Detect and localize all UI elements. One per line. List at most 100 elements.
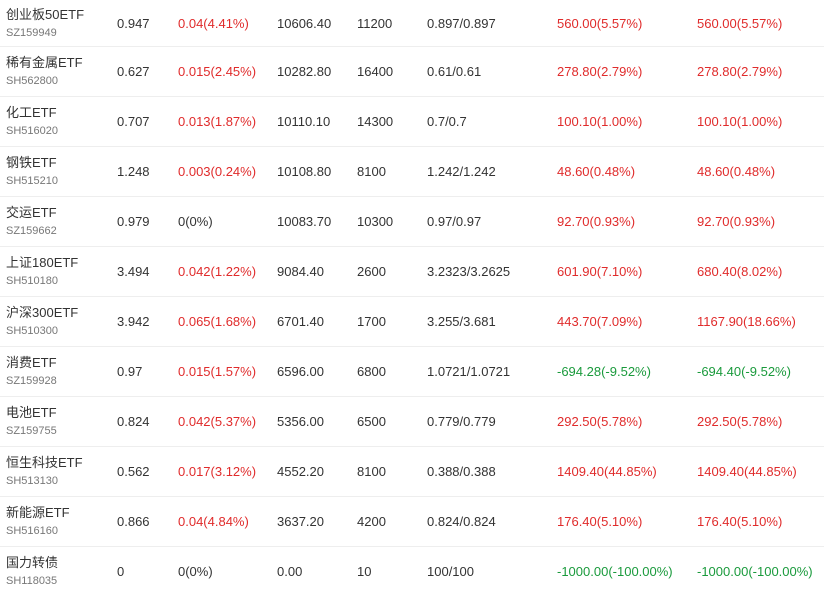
price-cell: 1.248 [117,164,150,179]
total-pnl-cell: 278.80(2.79%) [697,64,783,79]
position-pnl-cell: 601.90(7.10%) [557,264,643,279]
shares-cell: 1700 [357,314,386,329]
table-row[interactable]: 国力转债 SH118035 0 0(0%) 0.00 10 100/100 -1… [0,547,824,595]
fund-name-cell[interactable]: 电池ETF SZ159755 [6,397,57,446]
shares-cell: 16400 [357,64,394,79]
shares-cell: 2600 [357,264,386,279]
position-pnl-cell: -1000.00(-100.00%) [557,563,673,579]
change-cell: 0(0%) [178,214,213,229]
change-cell: 0(0%) [178,563,213,579]
position-pnl-cell: 1409.40(44.85%) [557,464,657,479]
fund-code: SZ159662 [6,225,57,237]
position-pnl-cell: 292.50(5.78%) [557,414,643,429]
fund-name-cell[interactable]: 国力转债 SH118035 [6,547,58,595]
cost-cell: 100/100 [427,563,474,579]
total-pnl-cell: 100.10(1.00%) [697,114,783,129]
position-pnl-cell: 443.70(7.09%) [557,314,643,329]
cost-cell: 0.61/0.61 [427,64,482,79]
total-pnl-cell: 680.40(8.02%) [697,264,783,279]
fund-name-cell[interactable]: 稀有金属ETF SH562800 [6,47,83,96]
cost-cell: 0.97/0.97 [427,214,482,229]
table-row[interactable]: 恒生科技ETF SH513130 0.562 0.017(3.12%) 4552… [0,447,824,497]
fund-code: SH516160 [6,525,58,537]
fund-name[interactable]: 钢铁ETF [6,155,57,170]
fund-name[interactable]: 化工ETF [6,105,57,120]
market-value-cell: 4552.20 [277,464,324,479]
table-row[interactable]: 交运ETF SZ159662 0.979 0(0%) 10083.70 1030… [0,197,824,247]
fund-name[interactable]: 国力转债 [6,554,59,570]
total-pnl-cell: 92.70(0.93%) [697,214,776,229]
fund-code: SZ159949 [6,26,57,39]
change-cell: 0.015(2.45%) [178,64,257,79]
fund-name-cell[interactable]: 新能源ETF SH516160 [6,497,70,546]
cost-cell: 1.242/1.242 [427,164,496,179]
market-value-cell: 3637.20 [277,514,324,529]
fund-name[interactable]: 上证180ETF [6,255,79,270]
table-row[interactable]: 钢铁ETF SH515210 1.248 0.003(0.24%) 10108.… [0,147,824,197]
fund-name-cell[interactable]: 消费ETF SZ159928 [6,347,57,396]
position-pnl-cell: 176.40(5.10%) [557,514,643,529]
fund-name[interactable]: 新能源ETF [6,505,70,520]
fund-code: SH510300 [6,325,58,337]
fund-name[interactable]: 电池ETF [6,405,57,420]
fund-code: SH510180 [6,275,58,287]
change-cell: 0.04(4.84%) [178,514,249,529]
change-cell: 0.015(1.57%) [178,364,257,379]
table-row[interactable]: 稀有金属ETF SH562800 0.627 0.015(2.45%) 1028… [0,47,824,97]
change-cell: 0.04(4.41%) [178,15,249,31]
fund-code: SZ159755 [6,425,57,437]
cost-cell: 3.255/3.681 [427,314,496,329]
fund-name-cell[interactable]: 钢铁ETF SH515210 [6,147,58,196]
fund-name[interactable]: 交运ETF [6,205,57,220]
change-cell: 0.042(5.37%) [178,414,257,429]
fund-name[interactable]: 消费ETF [6,355,57,370]
market-value-cell: 9084.40 [277,264,324,279]
market-value-cell: 0.00 [277,563,303,579]
cost-cell: 3.2323/3.2625 [427,264,511,279]
fund-code: SH516020 [6,125,58,137]
table-row[interactable]: 沪深300ETF SH510300 3.942 0.065(1.68%) 670… [0,297,824,347]
position-pnl-cell: 100.10(1.00%) [557,114,643,129]
fund-name[interactable]: 沪深300ETF [6,305,79,320]
price-cell: 3.494 [117,264,150,279]
table-row[interactable]: 电池ETF SZ159755 0.824 0.042(5.37%) 5356.0… [0,397,824,447]
total-pnl-cell: -1000.00(-100.00%) [697,563,813,579]
fund-code: SH562800 [6,75,58,87]
shares-cell: 10300 [357,214,394,229]
table-row[interactable]: 新能源ETF SH516160 0.866 0.04(4.84%) 3637.2… [0,497,824,547]
table-row[interactable]: 消费ETF SZ159928 0.97 0.015(1.57%) 6596.00… [0,347,824,397]
market-value-cell: 6596.00 [277,364,324,379]
fund-code: SH515210 [6,175,58,187]
change-cell: 0.065(1.68%) [178,314,257,329]
fund-name-cell[interactable]: 创业板50ETF SZ159949 [6,0,84,46]
total-pnl-cell: 1409.40(44.85%) [697,464,797,479]
market-value-cell: 10110.10 [277,114,331,129]
cost-cell: 0.824/0.824 [427,514,496,529]
table-row[interactable]: 创业板50ETF SZ159949 0.947 0.04(4.41%) 1060… [0,0,824,47]
cost-cell: 0.897/0.897 [427,15,496,31]
fund-name-cell[interactable]: 上证180ETF SH510180 [6,247,78,296]
price-cell: 0.627 [117,64,150,79]
shares-cell: 6500 [357,414,386,429]
table-row[interactable]: 化工ETF SH516020 0.707 0.013(1.87%) 10110.… [0,97,824,147]
total-pnl-cell: 292.50(5.78%) [697,414,783,429]
market-value-cell: 10108.80 [277,164,332,179]
table-row[interactable]: 上证180ETF SH510180 3.494 0.042(1.22%) 908… [0,247,824,297]
cost-cell: 0.7/0.7 [427,114,467,129]
fund-name[interactable]: 恒生科技ETF [6,455,83,470]
fund-name[interactable]: 稀有金属ETF [6,55,83,70]
fund-name-cell[interactable]: 化工ETF SH516020 [6,97,58,146]
fund-name[interactable]: 创业板50ETF [6,6,85,22]
fund-name-cell[interactable]: 沪深300ETF SH510300 [6,297,78,346]
market-value-cell: 10083.70 [277,214,332,229]
change-cell: 0.003(0.24%) [178,164,257,179]
shares-cell: 14300 [357,114,394,129]
fund-name-cell[interactable]: 交运ETF SZ159662 [6,197,57,246]
total-pnl-cell: 1167.90(18.66%) [697,314,796,329]
market-value-cell: 6701.40 [277,314,324,329]
fund-name-cell[interactable]: 恒生科技ETF SH513130 [6,447,83,496]
position-pnl-cell: 92.70(0.93%) [557,214,636,229]
price-cell: 0.866 [117,514,150,529]
cost-cell: 0.388/0.388 [427,464,496,479]
cost-cell: 1.0721/1.0721 [427,364,511,379]
